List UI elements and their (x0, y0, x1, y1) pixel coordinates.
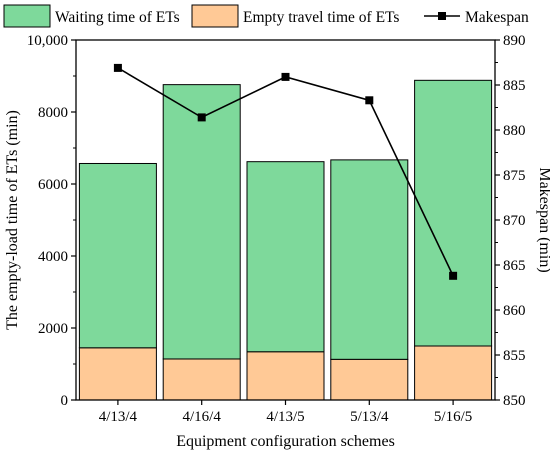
y-tick-label: 0 (61, 393, 69, 409)
y-tick-label: 2000 (38, 321, 68, 337)
y2-tick-label: 880 (503, 123, 526, 139)
marker-makespan-4-16-4 (197, 113, 206, 122)
legend-swatch-waiting-time-of-ets (3, 4, 51, 28)
x-tick-label: 4/13/4 (99, 409, 138, 425)
bar-empty-travel-time-of-ets-4-16-4 (162, 358, 241, 401)
y-tick-label: 6000 (38, 177, 68, 193)
bar-waiting-time-of-ets-4-16-4 (162, 84, 241, 360)
bar-waiting-time-of-ets-4-13-4 (78, 162, 157, 349)
y2-tick-label: 885 (503, 78, 526, 94)
marker-makespan-5-13-4 (365, 96, 374, 105)
y-axis-left-title: The empty-load time of ETs (min) (4, 110, 21, 330)
makespan-line-layer (113, 63, 458, 280)
y2-tick-label: 890 (503, 33, 526, 49)
x-tick-label: 5/13/4 (350, 409, 389, 425)
bar-empty-travel-time-of-ets-5-16-5 (414, 345, 493, 401)
x-tick-label: 4/16/4 (183, 409, 222, 425)
marker-makespan-4-13-4 (113, 63, 122, 72)
x-tick-label: 4/13/5 (266, 409, 304, 425)
bar-empty-travel-time-of-ets-5-13-4 (330, 358, 409, 401)
marker-makespan-4-13-5 (281, 72, 290, 81)
y-tick-label: 10,000 (27, 33, 68, 49)
bar-waiting-time-of-ets-4-13-5 (246, 161, 325, 353)
bar-waiting-time-of-ets-5-16-5 (414, 79, 493, 347)
x-axis-title: Equipment configuration schemes (176, 433, 395, 450)
y2-tick-label: 860 (503, 303, 526, 319)
legend-label-waiting-time-of-ets: Waiting time of ETs (55, 9, 180, 26)
x-tick-label: 5/16/5 (434, 409, 472, 425)
y2-tick-label: 855 (503, 348, 526, 364)
axes-layer: 0 2000 4000 6000 8000 10,000 850 855 860 865 870 87… (27, 33, 526, 425)
marker-makespan-5-16-5 (449, 271, 458, 280)
legend: Waiting time of ETs Empty travel time of … (3, 4, 529, 28)
bar-waiting-time-of-ets-5-13-4 (330, 159, 409, 360)
y2-tick-label: 850 (503, 393, 526, 409)
y-tick-label: 4000 (38, 249, 68, 265)
bar-empty-travel-time-of-ets-4-13-4 (78, 347, 157, 401)
legend-marker-makespan (438, 12, 446, 20)
legend-swatch-empty-travel-time-of-ets (191, 4, 239, 28)
y2-tick-label: 865 (503, 258, 526, 274)
legend-label-makespan: Makespan (465, 9, 529, 26)
y-tick-label: 8000 (38, 105, 68, 121)
legend-label-empty-travel-time-of-ets: Empty travel time of ETs (243, 9, 399, 26)
bars-layer (78, 79, 493, 401)
y2-tick-label: 870 (503, 213, 526, 229)
bar-empty-travel-time-of-ets-4-13-5 (246, 351, 325, 401)
y2-tick-label: 875 (503, 168, 526, 184)
y-axis-right-title: Makespan (min) (536, 167, 550, 272)
